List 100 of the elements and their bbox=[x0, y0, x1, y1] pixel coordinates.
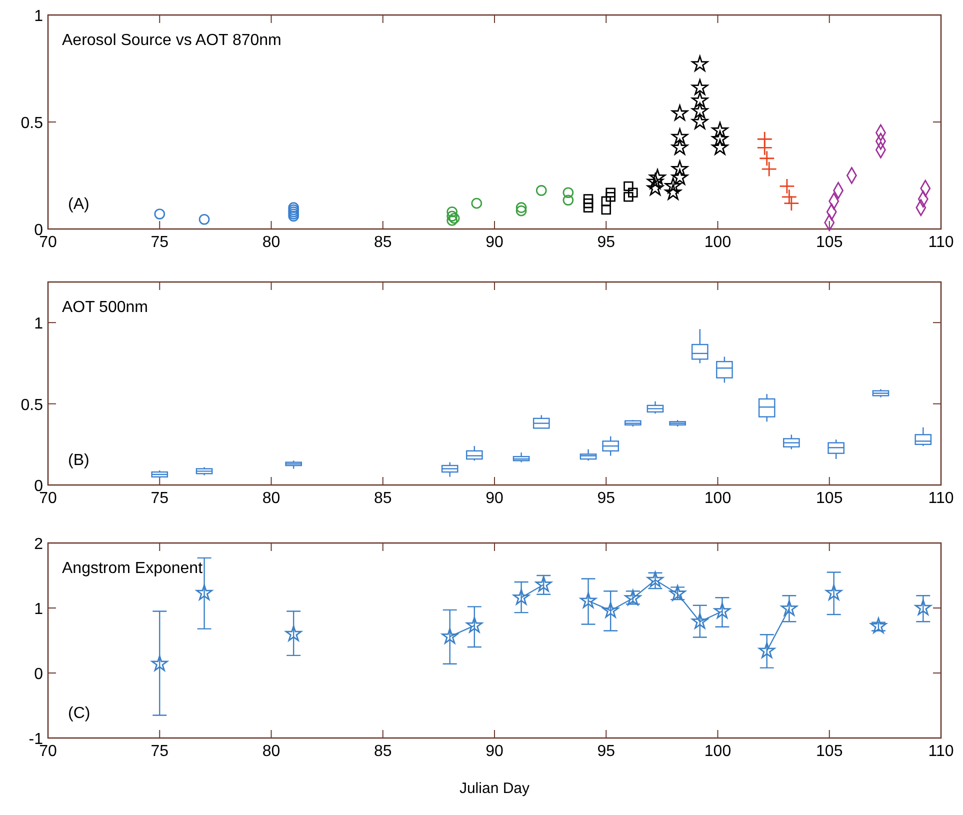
point bbox=[446, 210, 458, 222]
point bbox=[758, 642, 776, 658]
point bbox=[870, 618, 887, 634]
x-tick-label: 85 bbox=[374, 490, 392, 507]
annotation: (A) bbox=[68, 196, 90, 213]
point bbox=[692, 113, 708, 130]
point bbox=[516, 205, 527, 216]
point bbox=[606, 188, 616, 198]
point bbox=[583, 198, 594, 208]
point bbox=[914, 599, 932, 616]
x-tick-label: 105 bbox=[816, 743, 843, 760]
x-tick-label: 105 bbox=[816, 490, 843, 507]
point bbox=[583, 194, 594, 204]
x-tick-label: 75 bbox=[150, 743, 169, 760]
x-tick-label: 110 bbox=[928, 743, 954, 760]
point bbox=[628, 188, 638, 198]
point bbox=[601, 204, 612, 215]
x-tick-label: 80 bbox=[262, 743, 280, 760]
point bbox=[151, 655, 168, 671]
point bbox=[516, 202, 527, 214]
text: Aerosol Source vs AOT 870nm bbox=[62, 32, 282, 49]
point bbox=[536, 185, 547, 196]
annotation: (C) bbox=[68, 705, 90, 722]
x-tick-label: 110 bbox=[928, 234, 954, 251]
point bbox=[692, 56, 708, 72]
point bbox=[692, 613, 708, 629]
point bbox=[624, 192, 634, 202]
point bbox=[692, 79, 708, 95]
point bbox=[446, 206, 458, 218]
x-tick-label: 95 bbox=[597, 490, 616, 507]
point bbox=[784, 195, 800, 212]
point bbox=[664, 184, 682, 200]
y-tick-label: 1 bbox=[34, 8, 44, 25]
point bbox=[196, 584, 212, 600]
point bbox=[442, 628, 458, 644]
point bbox=[647, 180, 664, 196]
point bbox=[466, 616, 483, 633]
point bbox=[285, 625, 302, 642]
x-tick-label: 75 bbox=[150, 490, 169, 507]
point bbox=[761, 161, 778, 177]
text: Angstrom Exponent bbox=[62, 560, 204, 577]
x-axis-title: Julian Day bbox=[459, 780, 530, 797]
point bbox=[647, 173, 664, 190]
point bbox=[154, 208, 166, 220]
x-tick-label: 95 bbox=[597, 234, 616, 251]
point bbox=[780, 600, 798, 616]
point bbox=[580, 592, 596, 608]
point bbox=[602, 602, 619, 618]
point bbox=[624, 181, 634, 192]
point bbox=[672, 160, 688, 176]
x-tick-label: 100 bbox=[704, 234, 732, 251]
point bbox=[471, 198, 482, 209]
x-tick-label: 85 bbox=[374, 743, 392, 760]
point bbox=[535, 576, 552, 592]
point bbox=[664, 178, 682, 194]
x-tick-label: 100 bbox=[704, 743, 732, 760]
point bbox=[712, 139, 728, 155]
point bbox=[779, 178, 795, 194]
point bbox=[692, 92, 708, 108]
x-tick-label: 90 bbox=[486, 234, 504, 251]
y-tick-label: 0 bbox=[34, 666, 44, 683]
x-tick-label: 90 bbox=[486, 743, 504, 760]
point bbox=[446, 215, 458, 226]
x-tick-label: 75 bbox=[150, 234, 169, 251]
point bbox=[606, 192, 616, 202]
point bbox=[288, 208, 299, 220]
y-tick-label: 1 bbox=[34, 316, 44, 333]
x-tick-label: 90 bbox=[486, 490, 504, 507]
x-tick-label: 105 bbox=[816, 234, 843, 251]
x-tick-label: 80 bbox=[262, 490, 280, 507]
y-tick-label: 0.5 bbox=[20, 396, 44, 414]
point bbox=[562, 187, 574, 198]
point bbox=[692, 102, 708, 118]
point bbox=[714, 602, 730, 618]
point bbox=[672, 128, 688, 144]
point bbox=[826, 584, 842, 600]
text: AOT 500nm bbox=[62, 299, 148, 316]
point bbox=[672, 169, 688, 185]
point bbox=[672, 139, 688, 155]
x-tick-label: 110 bbox=[928, 490, 954, 507]
point bbox=[781, 188, 798, 205]
point bbox=[198, 214, 210, 225]
point bbox=[649, 169, 666, 185]
y-tick-label: 1 bbox=[34, 601, 44, 618]
annotation: (B) bbox=[68, 452, 90, 469]
point bbox=[756, 140, 773, 156]
x-tick-label: 85 bbox=[374, 234, 392, 251]
point bbox=[712, 122, 728, 138]
y-tick-label: 2 bbox=[34, 536, 44, 553]
point bbox=[562, 194, 574, 206]
x-tick-label: 80 bbox=[262, 234, 280, 251]
point bbox=[672, 104, 688, 121]
point bbox=[758, 150, 775, 166]
x-tick-label: 100 bbox=[704, 490, 732, 507]
x-tick-label: 95 bbox=[597, 743, 616, 760]
point bbox=[448, 212, 460, 224]
point bbox=[712, 130, 728, 146]
point bbox=[601, 196, 612, 206]
point bbox=[513, 589, 530, 605]
y-tick-label: 0.5 bbox=[20, 115, 44, 132]
